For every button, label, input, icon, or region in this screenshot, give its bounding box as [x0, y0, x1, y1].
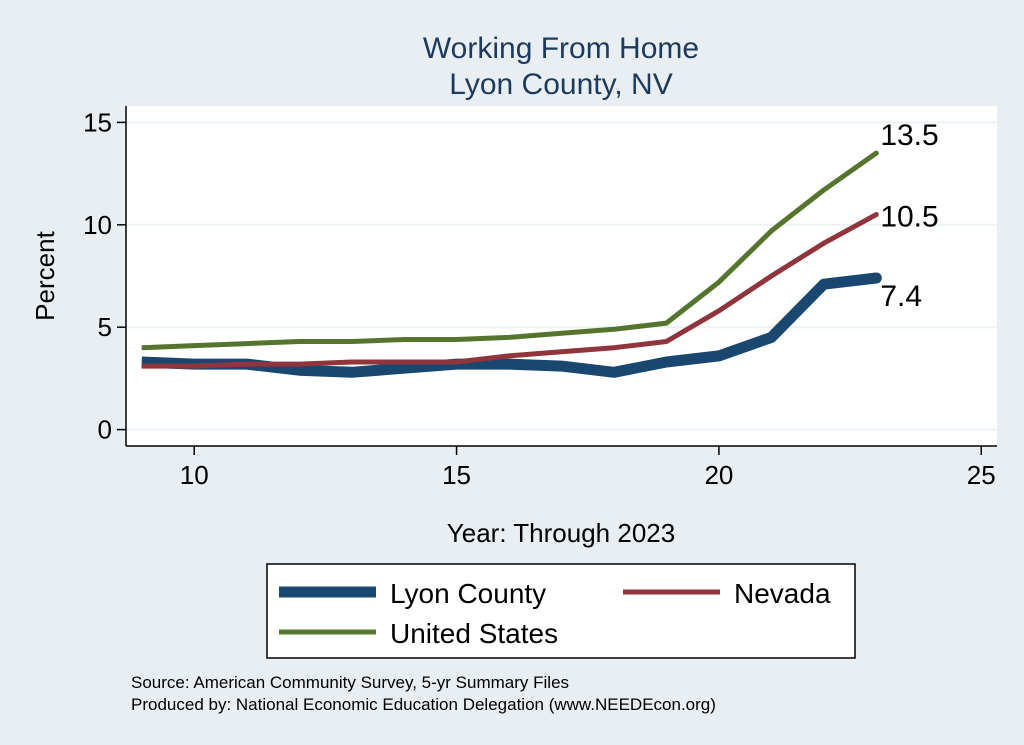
- legend-box: [266, 563, 856, 659]
- end-label-nevada: 10.5: [880, 201, 938, 234]
- x-tick-label-15: 15: [442, 460, 471, 490]
- end-labels: 7.4 10.5 13.5: [880, 119, 938, 313]
- y-tick-label-5: 5: [98, 312, 112, 342]
- x-tick-label-10: 10: [180, 460, 209, 490]
- grid-lines: [126, 121, 997, 431]
- legend-label-united-states: United States: [390, 618, 558, 649]
- end-point-united-states: [873, 150, 879, 156]
- series-line-united-states: [141, 151, 878, 351]
- x-axis-label: Year: Through 2023: [447, 518, 675, 548]
- series-lines: [141, 150, 882, 378]
- legend-label-lyon-county: Lyon County: [390, 578, 546, 609]
- y-tick-label-0: 0: [98, 415, 112, 445]
- producer-note: Produced by: National Economic Education…: [131, 695, 716, 714]
- series-line-nevada: [141, 212, 878, 369]
- end-label-lyon-county: 7.4: [880, 280, 922, 313]
- legend: Lyon County Nevada United States: [266, 563, 856, 659]
- x-tick-label-20: 20: [704, 460, 733, 490]
- legend-label-nevada: Nevada: [734, 578, 831, 609]
- axes: 0 5 10 15 10 15 20 25: [83, 106, 997, 490]
- end-point-nevada: [873, 212, 879, 218]
- y-axis-label: Percent: [30, 230, 60, 320]
- chart-title: Working From Home: [423, 32, 699, 65]
- chart-subtitle: Lyon County, NV: [449, 68, 672, 101]
- y-tick-label-10: 10: [83, 210, 112, 240]
- end-point-lyon-county: [870, 272, 882, 284]
- y-tick-label-15: 15: [83, 107, 112, 137]
- end-label-united-states: 13.5: [880, 119, 938, 152]
- source-note: Source: American Community Survey, 5-yr …: [131, 673, 569, 692]
- x-tick-label-25: 25: [967, 460, 996, 490]
